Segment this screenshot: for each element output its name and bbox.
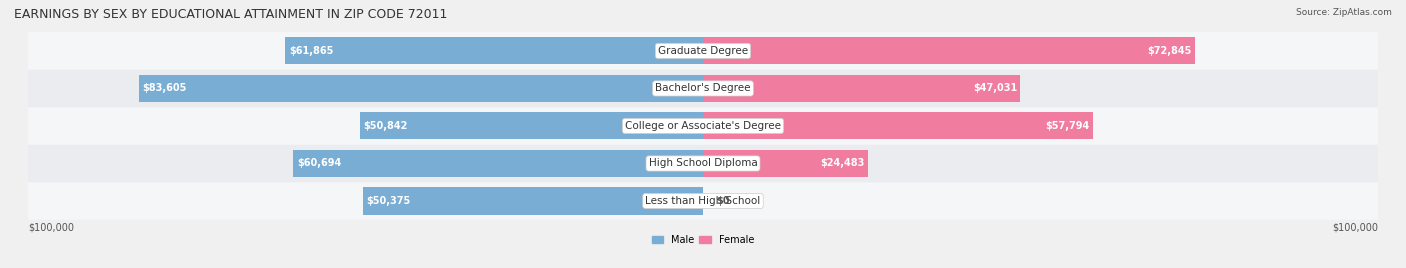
Text: $100,000: $100,000	[28, 223, 75, 233]
Bar	[139, 75, 703, 102]
Text: High School Diploma: High School Diploma	[648, 158, 758, 169]
Text: $57,794: $57,794	[1046, 121, 1090, 131]
Bar	[703, 113, 1092, 139]
Text: $47,031: $47,031	[973, 83, 1017, 94]
FancyBboxPatch shape	[28, 182, 1378, 220]
Text: $50,375: $50,375	[367, 196, 411, 206]
Text: $0: $0	[717, 196, 730, 206]
FancyBboxPatch shape	[28, 107, 1378, 145]
Text: EARNINGS BY SEX BY EDUCATIONAL ATTAINMENT IN ZIP CODE 72011: EARNINGS BY SEX BY EDUCATIONAL ATTAINMEN…	[14, 8, 447, 21]
Bar	[703, 75, 1021, 102]
Text: $72,845: $72,845	[1147, 46, 1191, 56]
FancyBboxPatch shape	[28, 145, 1378, 182]
FancyBboxPatch shape	[28, 32, 1378, 70]
Text: Bachelor's Degree: Bachelor's Degree	[655, 83, 751, 94]
Text: $100,000: $100,000	[1331, 223, 1378, 233]
Bar	[363, 188, 703, 214]
Text: $60,694: $60,694	[297, 158, 342, 169]
Text: Graduate Degree: Graduate Degree	[658, 46, 748, 56]
Text: Less than High School: Less than High School	[645, 196, 761, 206]
Text: $50,842: $50,842	[363, 121, 408, 131]
Text: College or Associate's Degree: College or Associate's Degree	[626, 121, 780, 131]
Legend: Male, Female: Male, Female	[648, 231, 758, 249]
Bar	[703, 38, 1195, 64]
Bar	[703, 150, 869, 177]
Bar	[285, 38, 703, 64]
FancyBboxPatch shape	[28, 70, 1378, 107]
Bar	[294, 150, 703, 177]
Text: Source: ZipAtlas.com: Source: ZipAtlas.com	[1296, 8, 1392, 17]
Text: $61,865: $61,865	[288, 46, 333, 56]
Text: $83,605: $83,605	[142, 83, 187, 94]
Text: $24,483: $24,483	[821, 158, 865, 169]
Bar	[360, 113, 703, 139]
